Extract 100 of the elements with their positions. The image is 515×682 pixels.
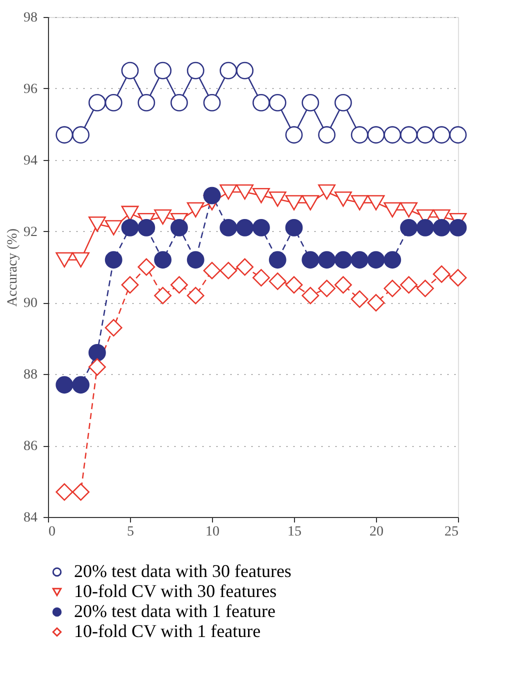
y-tick-label: 92 [24,224,38,240]
point [334,276,352,294]
point [302,286,320,304]
point [72,483,90,501]
point [121,219,139,236]
point [56,252,74,268]
point [350,290,368,308]
y-tick-label: 96 [24,82,38,97]
point [88,358,106,376]
point [285,276,303,294]
point [88,216,106,232]
point [350,251,368,269]
point [449,126,467,144]
point [104,319,122,336]
point [220,219,238,236]
point [367,251,385,269]
point [400,126,418,144]
point [121,62,139,80]
point [88,94,106,112]
point [449,219,467,236]
point [186,251,204,269]
point [138,258,156,276]
point [170,219,188,236]
point [384,280,402,298]
point [203,94,221,112]
point [154,286,172,304]
point [252,188,270,204]
point [121,276,139,294]
point [400,219,418,236]
point [416,219,434,236]
y-tick-label: 94 [24,153,38,168]
x-tick-label: 25 [444,524,458,540]
y-axis-title: Accuracy (%) [6,228,20,307]
legend-label: 20% test data with 1 feature [74,601,276,621]
point [236,62,254,80]
point [56,483,74,501]
legend-label: 10-fold CV with 30 features [74,581,277,601]
x-tick-label: 20 [370,524,384,540]
point [285,219,303,236]
point [56,376,74,394]
point [400,202,418,218]
point [416,126,434,144]
point [186,202,204,218]
point [104,94,122,112]
point [302,195,320,210]
point [220,262,238,280]
x-tick-label: 5 [127,524,134,540]
point [302,251,320,269]
point [252,219,270,236]
point [384,251,402,269]
point [138,219,156,236]
point [56,126,74,144]
point [236,184,254,200]
point [268,192,286,207]
point [367,126,385,144]
legend-label: 10-fold CV with 1 feature [74,621,261,641]
point [416,280,434,298]
point [154,209,172,225]
point [154,62,172,80]
point [432,126,450,144]
point [350,126,368,144]
point [186,62,204,80]
point [334,251,352,269]
point [72,252,90,268]
y-tick-label: 90 [24,296,38,312]
point [432,265,450,283]
point [318,184,336,200]
x-tick-label: 15 [288,524,302,540]
point [170,94,188,112]
point [203,262,221,280]
point [268,94,286,112]
x-tick-label: 10 [206,524,220,540]
point [334,192,352,207]
point [236,219,254,236]
point [72,376,90,394]
point [367,195,385,210]
point [72,126,90,144]
point [268,251,286,269]
point [154,251,172,269]
point [384,202,402,218]
point [220,184,238,200]
point [252,269,270,286]
point [432,219,450,236]
point [400,276,418,294]
point [236,258,254,276]
point [318,280,336,298]
y-tick-label: 84 [24,510,38,526]
point [203,186,221,204]
point [220,62,238,80]
legend-label: 20% test data with 30 features [74,561,292,581]
y-tick-label: 98 [24,10,38,26]
point [104,251,122,269]
point [449,269,467,286]
point [138,94,156,112]
point [170,276,188,294]
point [318,126,336,144]
point [367,294,385,312]
point [318,251,336,269]
point [302,94,320,112]
y-tick-label: 86 [24,439,38,454]
